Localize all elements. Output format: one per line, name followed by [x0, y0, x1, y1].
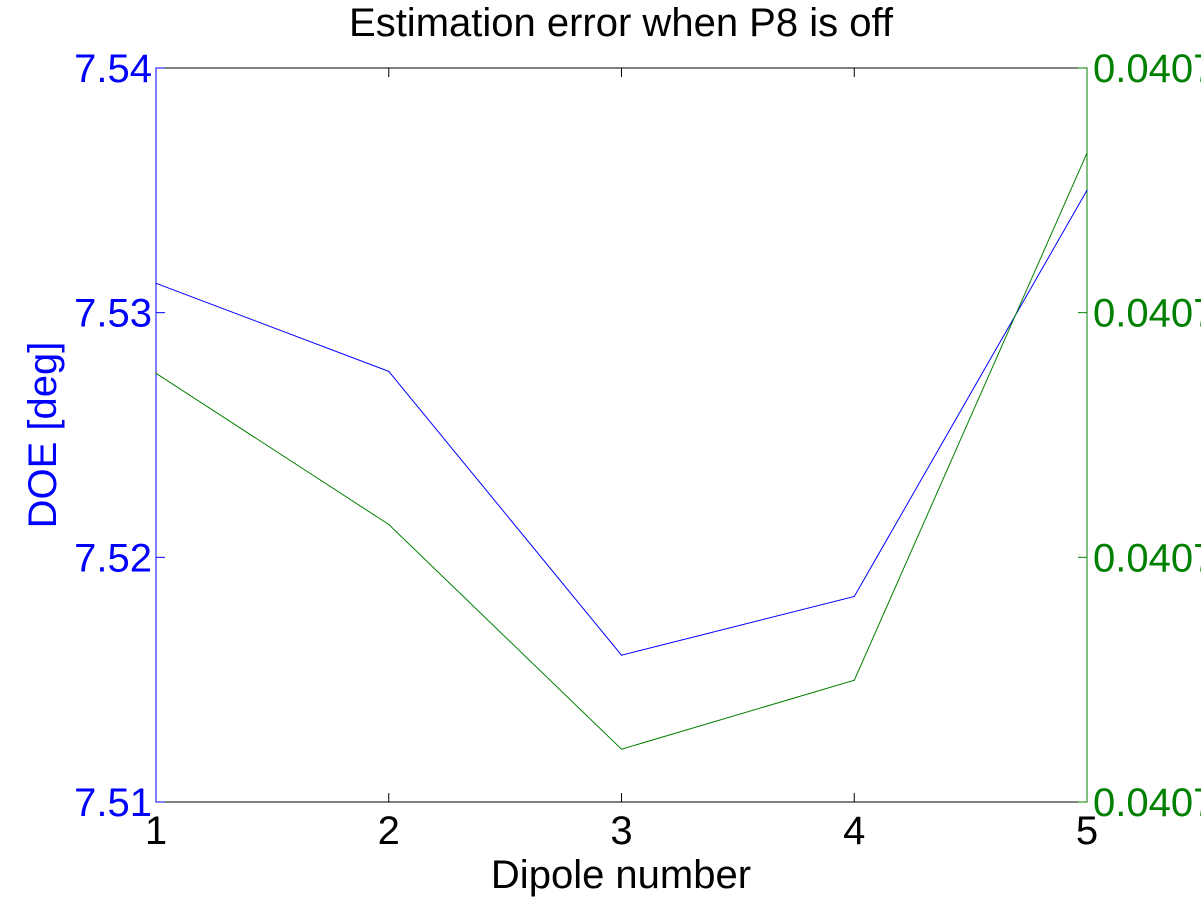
- x-tick-label: 2: [378, 809, 400, 853]
- y-tick-label-right: 0.0407: [1093, 292, 1201, 336]
- y-tick-label-left: 7.53: [74, 292, 152, 336]
- chart-title: Estimation error when P8 is off: [349, 1, 894, 45]
- series-2-point: [388, 523, 390, 526]
- series-1-point: [155, 282, 157, 284]
- x-tick-label: 3: [610, 809, 632, 853]
- x-axis-label: Dipole number: [491, 853, 751, 897]
- x-tick-label: 4: [843, 809, 865, 853]
- series-2-point: [1086, 152, 1088, 154]
- series-2-point: [155, 372, 157, 374]
- series-2-point: [853, 679, 855, 681]
- x-tick-label: 1: [145, 809, 167, 853]
- y-tick-label-left: 7.52: [74, 536, 152, 580]
- series-1-point: [853, 595, 855, 598]
- y-tick-label-right: 0.0407: [1093, 781, 1201, 825]
- series-2-point: [620, 748, 623, 750]
- y-axis-label-left: DOE [deg]: [21, 342, 65, 529]
- y-tick-label-left: 7.51: [74, 781, 152, 825]
- y-tick-label-left: 7.54: [74, 47, 152, 91]
- x-tick-label: 5: [1076, 809, 1098, 853]
- series-1-point: [388, 370, 390, 372]
- plot-area: 1 2 3 4 5 7.51 7.52 7.53 7.54 0.0407 0.0407 0.0407 0…: [74, 47, 1201, 853]
- y-tick-label-right: 0.0407: [1093, 536, 1201, 580]
- series-1-point: [1086, 189, 1088, 191]
- series-1-point: [620, 654, 623, 656]
- y-tick-label-right: 0.0407: [1093, 47, 1201, 91]
